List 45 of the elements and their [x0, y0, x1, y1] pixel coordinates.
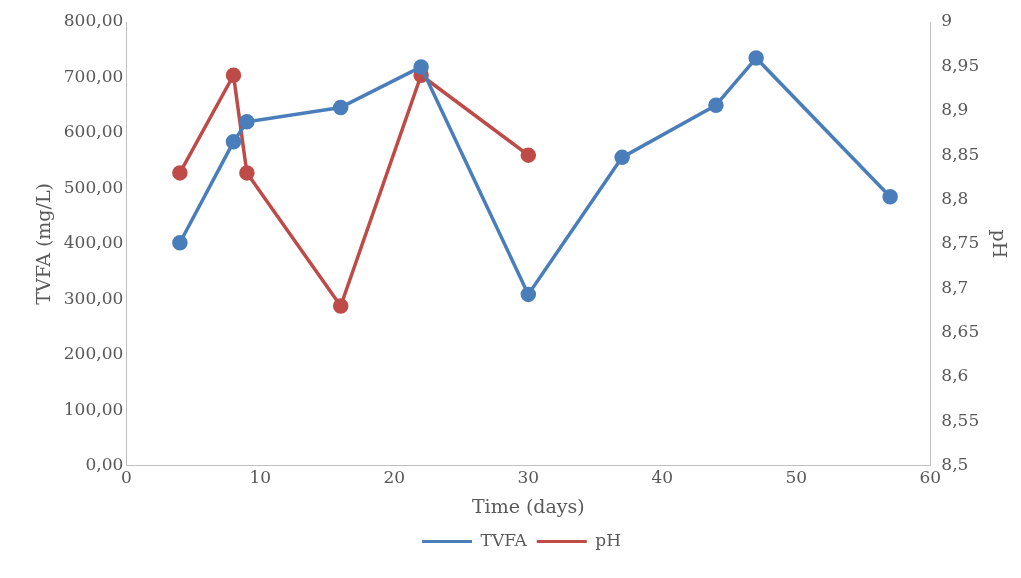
- point: [332, 99, 349, 116]
- point: [614, 149, 630, 166]
- y-tick-label: 200,00: [63, 343, 124, 364]
- y-tick-label: 500,00: [63, 176, 124, 197]
- y-tick-label: 400,00: [63, 232, 124, 253]
- point: [413, 59, 429, 75]
- y2-tick-label: 8,65: [941, 321, 980, 342]
- y-tick-label: 700,00: [63, 65, 124, 86]
- y2-tick-label: 8,5: [941, 454, 969, 475]
- point: [748, 50, 764, 66]
- point: [225, 134, 242, 150]
- y-tick-label: 600,00: [63, 121, 124, 142]
- point: [239, 114, 255, 130]
- legend-label: pH: [595, 529, 621, 550]
- y2-tick-label: 8,9: [941, 99, 969, 120]
- x-tick-label: 50: [785, 467, 808, 488]
- y-tick-label: 100,00: [63, 398, 124, 419]
- y2-tick-label: 8,75: [941, 232, 980, 253]
- point: [172, 165, 188, 181]
- x-tick-label: 10: [249, 467, 272, 488]
- point: [239, 165, 255, 181]
- legend-label: TVFA: [480, 529, 528, 550]
- x-axis-title: Time (days): [471, 494, 585, 517]
- y-tick-label: 300,00: [63, 287, 124, 308]
- point: [225, 67, 242, 84]
- point: [172, 235, 188, 251]
- y2-tick-label: 9: [941, 10, 953, 31]
- y-axis-title: TVFA (mg/L): [32, 183, 55, 305]
- y2-tick-label: 8,55: [941, 409, 980, 430]
- y2-axis-title: pH: [988, 229, 1011, 259]
- y2-tick-label: 8,8: [941, 187, 969, 208]
- point: [520, 286, 537, 303]
- y2-tick-label: 8,85: [941, 143, 980, 164]
- x-tick-label: 30: [517, 467, 540, 488]
- y2-tick-label: 8,6: [941, 365, 969, 386]
- point: [882, 189, 898, 205]
- y2-tick-label: 8,95: [941, 54, 980, 75]
- point: [708, 97, 724, 113]
- y-tick-label: 800,00: [63, 10, 124, 31]
- point: [332, 298, 349, 314]
- x-tick-label: 40: [651, 467, 674, 488]
- y2-tick-label: 8,7: [941, 276, 969, 297]
- x-tick-label: 20: [383, 467, 406, 488]
- x-tick-label: 60: [919, 467, 942, 488]
- point: [520, 147, 537, 163]
